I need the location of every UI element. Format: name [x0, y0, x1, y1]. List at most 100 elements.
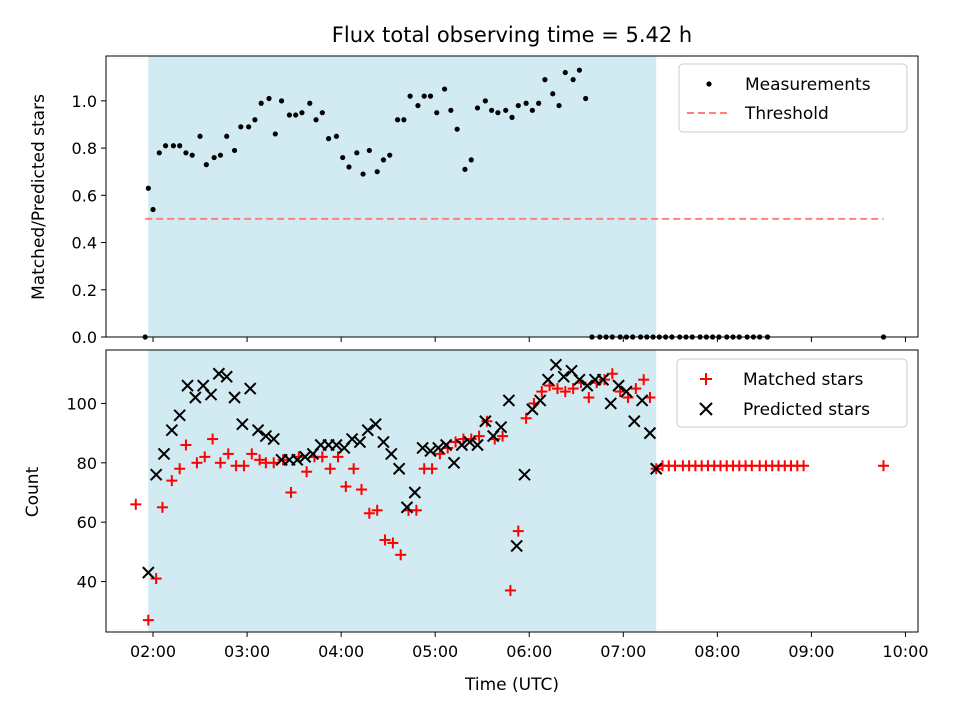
predicted-star-point: [447, 456, 461, 470]
predicted-star-point: [628, 415, 641, 428]
predicted-star-point: [408, 486, 422, 499]
measurement-point: [503, 107, 509, 113]
predicted-star-point: [298, 450, 312, 464]
panel-bottom-count: 40 60 80 100 02:00 03:00 04:00 05:00 06:00 07:00 0…: [66, 349, 929, 661]
measurement-point: [258, 100, 264, 106]
predicted-star-point: [212, 367, 226, 380]
measurement-point: [468, 157, 474, 163]
matched-star-point: [598, 374, 610, 386]
bottom-y-tick-label: 40: [77, 573, 97, 592]
measurement-point: [529, 107, 535, 113]
predicted-star-point: [400, 501, 414, 514]
bottom-y-tick-label: 60: [77, 513, 97, 532]
predicted-star-point: [385, 447, 398, 461]
matched-star-point: [878, 460, 890, 472]
measurement-point: [340, 154, 346, 161]
matched-star-point: [630, 383, 642, 395]
matched-star-point: [395, 549, 407, 561]
measurement-point: [177, 143, 183, 149]
predicted-star-point: [549, 358, 563, 372]
bottom-y-tick-label: 100: [66, 394, 97, 413]
measurement-point: [374, 169, 380, 175]
measurement-point: [495, 110, 501, 116]
x-tick-label: 03:00: [224, 642, 270, 661]
predicted-star-point: [650, 462, 663, 475]
legend-matched-marker: [700, 373, 712, 385]
matched-star-point: [371, 504, 383, 516]
predicted-star-point: [643, 426, 657, 440]
measurement-point: [427, 93, 434, 99]
predicted-star-point: [502, 394, 516, 407]
predicted-star-point: [259, 429, 273, 443]
measurement-point: [156, 150, 162, 156]
measurement-point: [583, 95, 589, 102]
measurement-point: [189, 152, 195, 158]
x-tick-label: 02:00: [130, 642, 176, 661]
legend-predicted-label: Predicted stars: [743, 400, 870, 420]
x-tick-label: 09:00: [788, 642, 834, 661]
x-tick-label: 10:00: [882, 642, 928, 661]
predicted-star-point: [541, 373, 555, 386]
legend-measurements-marker: [706, 81, 712, 87]
x-tick-label: 06:00: [506, 642, 552, 661]
matched-star-point: [254, 454, 266, 466]
top-y-tick-label: 1.0: [72, 92, 97, 111]
matched-star-point: [606, 368, 618, 380]
measurement-point: [509, 114, 515, 120]
measurement-point: [536, 100, 542, 106]
top-y-tick-label: 0.6: [72, 186, 97, 205]
matched-star-point: [340, 481, 352, 493]
measurement-point: [293, 112, 299, 118]
matched-star-point: [277, 454, 289, 466]
measurement-point: [556, 102, 562, 109]
top-legend: Measurements Threshold: [678, 63, 908, 133]
measurement-point: [448, 107, 454, 113]
measurement-point: [482, 98, 488, 104]
matched-star-point: [520, 412, 532, 424]
measurement-point: [421, 93, 427, 99]
measurement-point: [394, 117, 401, 123]
matched-star-point: [166, 475, 178, 487]
measurement-point: [474, 105, 481, 111]
measurement-point: [333, 133, 340, 139]
predicted-star-point: [432, 441, 445, 455]
measurement-point: [401, 117, 407, 123]
bottom-y-axis-label: Count: [23, 466, 43, 517]
measurement-point: [346, 164, 352, 170]
predicted-star-point: [291, 453, 304, 467]
matched-star-point: [379, 534, 391, 546]
matched-star-point: [130, 498, 142, 510]
measurement-point: [562, 69, 568, 76]
measurement-point: [570, 77, 576, 83]
measurement-point: [387, 152, 393, 158]
top-y-tick-label: 0.2: [72, 281, 97, 300]
matched-star-point: [559, 386, 571, 398]
predicted-star-point: [581, 379, 594, 392]
matched-star-point: [238, 460, 250, 472]
top-y-tick-label: 0.0: [72, 328, 97, 347]
matched-star-point: [567, 383, 579, 395]
measurement-point: [162, 143, 169, 149]
matched-star-point: [363, 507, 375, 519]
measurement-point: [489, 107, 495, 113]
measurement-point: [266, 95, 272, 102]
matched-star-point: [348, 463, 360, 475]
predicted-star-point: [361, 423, 374, 437]
matched-star-point: [426, 463, 438, 475]
measurement-point: [197, 133, 203, 139]
matched-star-point: [332, 451, 344, 463]
predicted-star-point: [439, 438, 453, 452]
measurement-point: [576, 67, 583, 73]
matched-star-point: [473, 430, 485, 442]
predicted-star-point: [463, 435, 476, 449]
predicted-star-point: [455, 438, 469, 452]
measurement-point: [325, 136, 332, 142]
measurement-point: [319, 110, 325, 116]
measurement-point: [211, 154, 217, 161]
measurement-point: [360, 171, 366, 177]
predicted-star-point: [557, 370, 570, 383]
measurement-point: [183, 150, 189, 156]
measurement-point: [217, 152, 224, 158]
measurement-point: [380, 157, 387, 163]
measurement-point: [441, 86, 448, 92]
